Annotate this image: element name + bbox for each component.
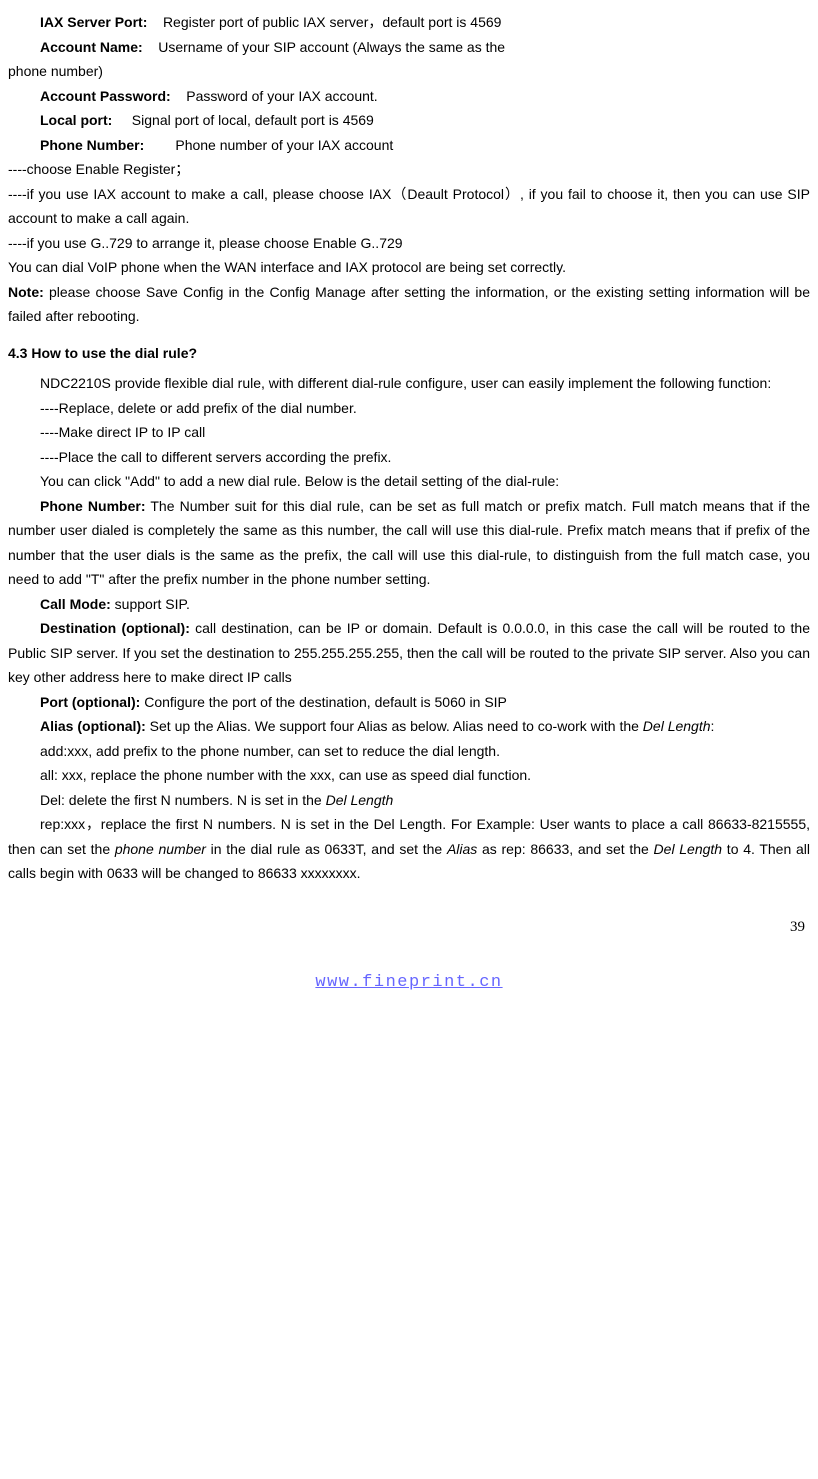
section-intro: NDC2210S provide flexible dial rule, wit… [8, 371, 810, 396]
alias-all: all: xxx, replace the phone number with … [8, 763, 810, 788]
def-text: Signal port of local, default port is 45… [132, 112, 374, 128]
def-label: Account Password: [40, 88, 171, 104]
phone-number-italic: phone number [115, 841, 206, 857]
def-account-name-line2: phone number) [8, 59, 810, 84]
paragraph-dial-voip: You can dial VoIP phone when the WAN int… [8, 255, 810, 280]
add-rule-text: You can click "Add" to add a new dial ru… [8, 469, 810, 494]
def-text: Username of your SIP account (Always the… [158, 39, 505, 55]
destination-rule: Destination (optional): call destination… [8, 616, 810, 690]
call-mode-rule: Call Mode: support SIP. [8, 592, 810, 617]
rep-text-3: as rep: 86633, and set the [477, 841, 653, 857]
page-number: 39 [8, 914, 805, 940]
rule-label: Call Mode: [40, 596, 111, 612]
bullet-2: ----if you use IAX account to make a cal… [8, 182, 810, 231]
rule-text-2: : [711, 718, 715, 734]
bullet-1: ----choose Enable Register； [8, 157, 810, 182]
note-label: Note: [8, 284, 44, 300]
rule-text: Configure the port of the destination, d… [140, 694, 507, 710]
feature-1: ----Replace, delete or add prefix of the… [8, 396, 810, 421]
port-rule: Port (optional): Configure the port of t… [8, 690, 810, 715]
section-heading: 4.3 How to use the dial rule? [8, 341, 810, 366]
def-text: Register port of public IAX server，defau… [163, 14, 502, 30]
def-text: Phone number of your IAX account [175, 137, 393, 153]
def-phone-number: Phone Number: Phone number of your IAX a… [8, 133, 810, 158]
rule-label: Port (optional): [40, 694, 140, 710]
rule-label: Phone Number: [40, 498, 145, 514]
def-account-name-line1: Account Name: Username of your SIP accou… [8, 35, 810, 60]
alias-italic: Alias [447, 841, 477, 857]
note-text: please choose Save Config in the Config … [8, 284, 810, 325]
feature-3: ----Place the call to different servers … [8, 445, 810, 470]
rule-label: Destination (optional): [40, 620, 190, 636]
footer-link[interactable]: www.fineprint.cn [315, 973, 502, 992]
footer-link-container: www.fineprint.cn [8, 968, 810, 998]
rule-text-1: Set up the Alias. We support four Alias … [146, 718, 643, 734]
del-length-italic: Del Length [326, 792, 394, 808]
alias-rep: rep:xxx，replace the first N numbers. N i… [8, 812, 810, 886]
def-text: Password of your IAX account. [186, 88, 377, 104]
rep-text-2: in the dial rule as 0633T, and set the [206, 841, 447, 857]
def-account-password: Account Password: Password of your IAX a… [8, 84, 810, 109]
bullet-3: ----if you use G..729 to arrange it, ple… [8, 231, 810, 256]
def-label: Local port: [40, 112, 112, 128]
def-label: Account Name: [40, 39, 143, 55]
phone-number-rule: Phone Number: The Number suit for this d… [8, 494, 810, 592]
def-label: Phone Number: [40, 137, 144, 153]
def-local-port: Local port: Signal port of local, defaul… [8, 108, 810, 133]
feature-2: ----Make direct IP to IP call [8, 420, 810, 445]
alias-rule: Alias (optional): Set up the Alias. We s… [8, 714, 810, 739]
alias-del: Del: delete the first N numbers. N is se… [8, 788, 810, 813]
def-iax-server-port: IAX Server Port: Register port of public… [8, 10, 810, 35]
alias-del-text: Del: delete the first N numbers. N is se… [40, 792, 326, 808]
alias-add: add:xxx, add prefix to the phone number,… [8, 739, 810, 764]
rule-label: Alias (optional): [40, 718, 146, 734]
paragraph-note: Note: please choose Save Config in the C… [8, 280, 810, 329]
def-label: IAX Server Port: [40, 14, 147, 30]
rule-text: support SIP. [111, 596, 190, 612]
del-length-italic: Del Length [654, 841, 723, 857]
del-length-italic: Del Length [643, 718, 711, 734]
